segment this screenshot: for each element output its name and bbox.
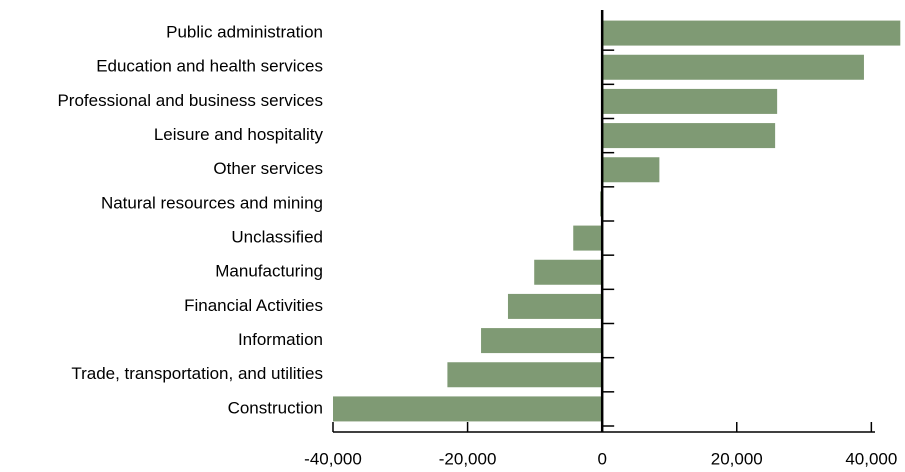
bar — [602, 123, 776, 149]
bar — [507, 293, 603, 319]
x-tick-label: -40,000 — [304, 449, 362, 468]
y-tick-label: Education and health services — [96, 57, 323, 76]
y-tick-label: Other services — [213, 159, 323, 178]
bar — [602, 54, 864, 80]
y-tick-label: Natural resources and mining — [101, 193, 323, 212]
x-tick-label: 20,000 — [711, 449, 763, 468]
y-tick-label: Unclassified — [231, 228, 323, 247]
x-tick-label: 40,000 — [845, 449, 897, 468]
y-tick-label: Professional and business services — [57, 91, 323, 110]
bar — [602, 157, 660, 183]
x-tick-label: -20,000 — [439, 449, 497, 468]
bar — [573, 225, 603, 251]
y-tick-label: Public administration — [166, 23, 323, 42]
y-tick-label: Manufacturing — [215, 262, 323, 281]
bar — [534, 259, 603, 285]
bar — [602, 20, 901, 46]
y-tick-label: Information — [238, 330, 323, 349]
bar — [481, 328, 603, 354]
y-tick-label: Construction — [228, 398, 323, 417]
x-tick-label: 0 — [597, 449, 606, 468]
y-tick-label: Trade, transportation, and utilities — [71, 364, 323, 383]
bar — [602, 88, 778, 114]
bar — [447, 362, 603, 388]
bar — [333, 396, 603, 422]
y-tick-label: Financial Activities — [184, 296, 323, 315]
y-tick-label: Leisure and hospitality — [154, 125, 324, 144]
